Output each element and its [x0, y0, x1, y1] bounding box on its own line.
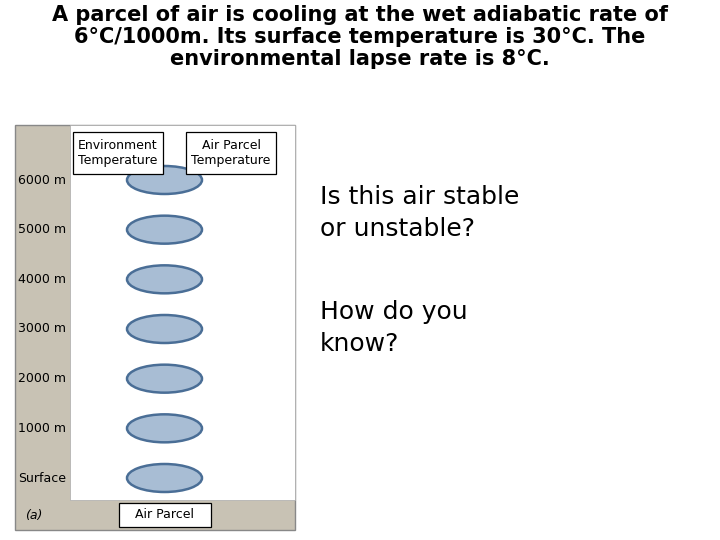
Text: 1000 m: 1000 m [19, 422, 66, 435]
Ellipse shape [127, 166, 202, 194]
Text: A parcel of air is cooling at the wet adiabatic rate of: A parcel of air is cooling at the wet ad… [52, 5, 668, 25]
Text: Air Parcel
Temperature: Air Parcel Temperature [192, 139, 271, 167]
Text: How do you
know?: How do you know? [320, 300, 467, 356]
Ellipse shape [127, 265, 202, 293]
Ellipse shape [127, 364, 202, 393]
Text: 5000 m: 5000 m [19, 223, 66, 236]
Text: 6000 m: 6000 m [19, 173, 66, 186]
FancyBboxPatch shape [73, 132, 163, 174]
Text: Air Parcel: Air Parcel [135, 509, 194, 522]
FancyBboxPatch shape [186, 132, 276, 174]
FancyBboxPatch shape [15, 125, 295, 530]
Ellipse shape [127, 414, 202, 442]
Text: (a): (a) [25, 509, 42, 522]
Text: Surface: Surface [19, 471, 66, 484]
Text: Is this air stable
or unstable?: Is this air stable or unstable? [320, 185, 519, 241]
Text: 2000 m: 2000 m [19, 372, 66, 385]
Ellipse shape [127, 464, 202, 492]
Ellipse shape [127, 215, 202, 244]
Text: 3000 m: 3000 m [19, 322, 66, 335]
Text: environmental lapse rate is 8°C.: environmental lapse rate is 8°C. [170, 49, 550, 69]
Text: 4000 m: 4000 m [19, 273, 66, 286]
Ellipse shape [127, 315, 202, 343]
Text: 6°C/1000m. Its surface temperature is 30°C. The: 6°C/1000m. Its surface temperature is 30… [74, 27, 646, 47]
FancyBboxPatch shape [70, 125, 295, 500]
FancyBboxPatch shape [119, 503, 210, 527]
Text: Environment
Temperature: Environment Temperature [78, 139, 158, 167]
